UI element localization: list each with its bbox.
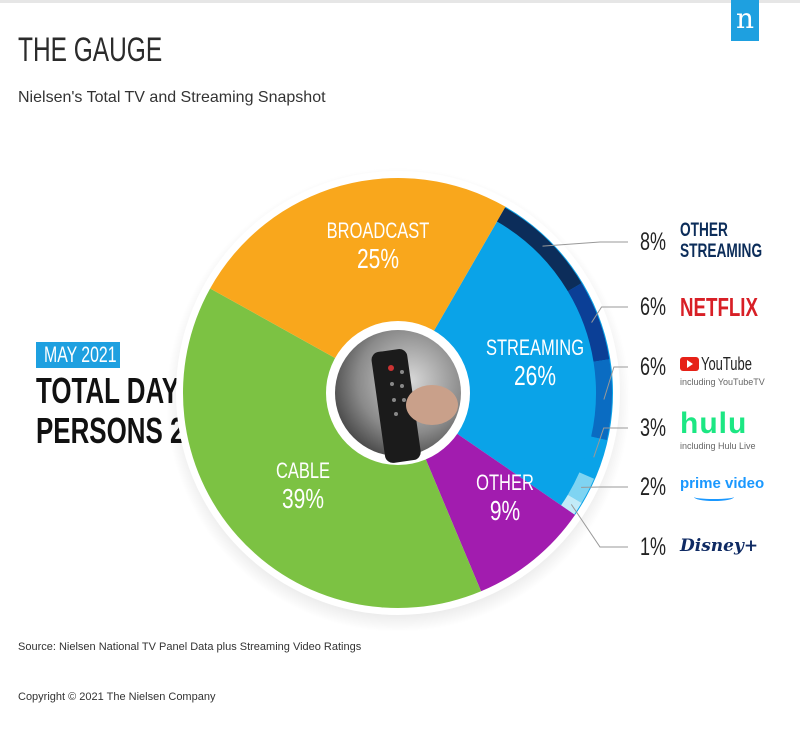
leader-line	[593, 427, 628, 458]
source-note: Source: Nielsen National TV Panel Data p…	[18, 641, 362, 653]
youtube-logo: YouTube	[680, 354, 772, 374]
prime-smile-icon	[694, 493, 734, 501]
segment-hulu	[579, 436, 607, 479]
slice-name-label: STREAMING	[486, 336, 584, 361]
legend-note: including YouTubeTV	[680, 377, 765, 387]
prime-video-logo: prime video	[680, 475, 764, 501]
leader-line	[570, 504, 628, 548]
nielsen-logo: n	[731, 0, 759, 41]
measure-label: TOTAL DAY	[36, 370, 180, 411]
segment-prime-video	[567, 472, 595, 503]
slice-value-label: 26%	[514, 361, 556, 392]
hulu-logo: hulu	[680, 407, 748, 440]
slice-value-label: 39%	[282, 484, 324, 515]
remote-control-icon	[371, 349, 458, 463]
slice-other	[425, 432, 576, 592]
legend-note: including Hulu Live	[680, 441, 756, 451]
legend-percent: 3%	[640, 414, 667, 442]
slice-name-label: BROADCAST	[327, 219, 430, 244]
youtube-play-icon	[680, 357, 699, 371]
legend-percent: 1%	[640, 533, 667, 561]
legend-percent: 8%	[640, 228, 667, 256]
segment-netflix	[567, 283, 610, 362]
date-badge: MAY 2021	[36, 342, 120, 368]
leader-line	[542, 241, 628, 247]
slice-value-label: 9%	[490, 496, 520, 527]
copyright: Copyright © 2021 The Nielsen Company	[18, 691, 216, 703]
slice-broadcast	[210, 178, 506, 359]
disney-plus-logo: Disney+	[680, 536, 759, 556]
slice-name-label: OTHER	[476, 471, 534, 496]
legend-percent: 2%	[640, 473, 667, 501]
page-title: THE GAUGE	[18, 31, 163, 69]
leader-line	[591, 306, 628, 323]
segment-other-streaming	[497, 207, 582, 292]
top-border	[0, 0, 800, 3]
legend-percent: 6%	[640, 293, 667, 321]
legend-percent: 6%	[640, 353, 667, 381]
segment-youtube	[591, 359, 613, 441]
other-streaming-label: OTHER STREAMING	[680, 220, 763, 262]
leader-line	[603, 366, 628, 400]
slice-name-label: CABLE	[276, 459, 330, 484]
page-subtitle: Nielsen's Total TV and Streaming Snapsho…	[18, 89, 326, 106]
slice-cable	[183, 288, 482, 608]
slice-value-label: 25%	[357, 244, 399, 275]
netflix-logo: NETFLIX	[680, 292, 759, 322]
